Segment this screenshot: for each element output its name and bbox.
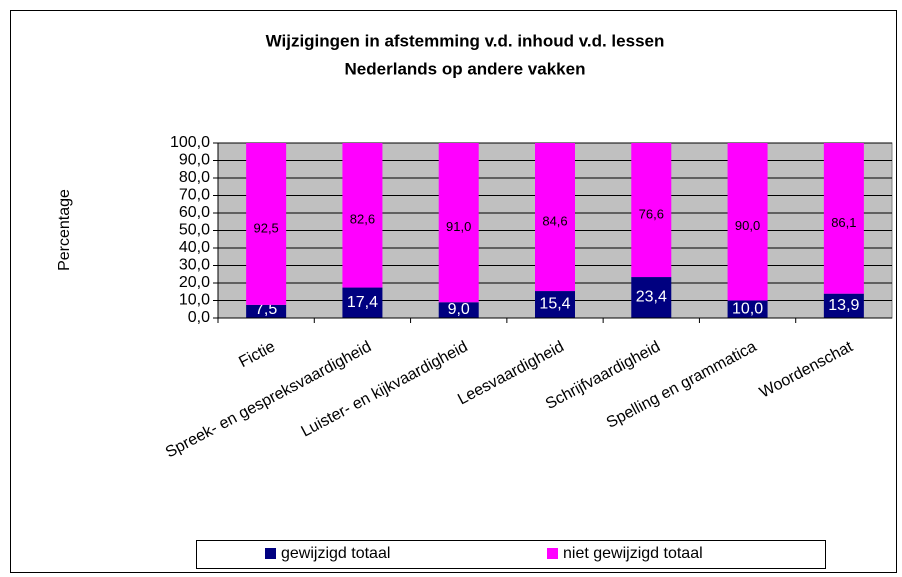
bar-segment [823,293,864,318]
bar-segment [342,143,383,288]
legend-label: gewijzigd totaal [281,545,390,562]
legend-swatch [547,548,558,559]
y-tick-label: 70,0 [179,187,210,204]
value-label: 13,9 [828,297,859,314]
bar-segment [727,300,768,318]
bar-segment [246,143,287,305]
y-tick-label: 60,0 [179,204,210,221]
bar-segment [438,143,479,303]
y-tick-label: 30,0 [179,257,210,274]
value-label: 90,0 [735,218,760,233]
value-label: 86,1 [831,215,856,230]
legend-swatch [265,548,276,559]
bar-segment [246,304,287,318]
value-label: 7,5 [255,301,277,318]
y-tick-label: 40,0 [179,239,210,256]
y-tick-label: 10,0 [179,292,210,309]
chart-title: Nederlands op andere vakken [345,59,586,78]
y-tick-label: 80,0 [179,169,210,186]
y-tick-label: 0,0 [188,309,210,326]
legend-label: niet gewijzigd totaal [563,545,703,562]
bar-segment [727,143,768,301]
value-label: 23,4 [636,289,667,306]
value-label: 9,0 [448,301,470,318]
bar-segment [631,143,672,278]
y-tick-label: 20,0 [179,274,210,291]
bar-segment [342,287,383,318]
value-label: 15,4 [539,296,570,313]
y-axis-label: Percentage [56,189,73,271]
bar-segment [535,143,575,292]
value-label: 91,0 [446,219,471,234]
bar-segment [631,277,672,318]
y-tick-label: 100,0 [170,134,210,151]
value-label: 84,6 [542,213,567,228]
chart-title: Wijzigingen in afstemming v.d. inhoud v.… [266,31,665,50]
value-label: 10,0 [732,300,763,317]
value-label: 17,4 [347,294,378,311]
bar-segment [438,302,479,318]
y-tick-label: 50,0 [179,222,210,239]
legend [196,540,826,569]
value-label: 82,6 [350,212,375,227]
value-label: 76,6 [639,206,664,221]
bar-segment [823,143,864,294]
y-tick-label: 90,0 [179,152,210,169]
bar-segment [535,291,575,318]
value-label: 92,5 [253,220,278,235]
